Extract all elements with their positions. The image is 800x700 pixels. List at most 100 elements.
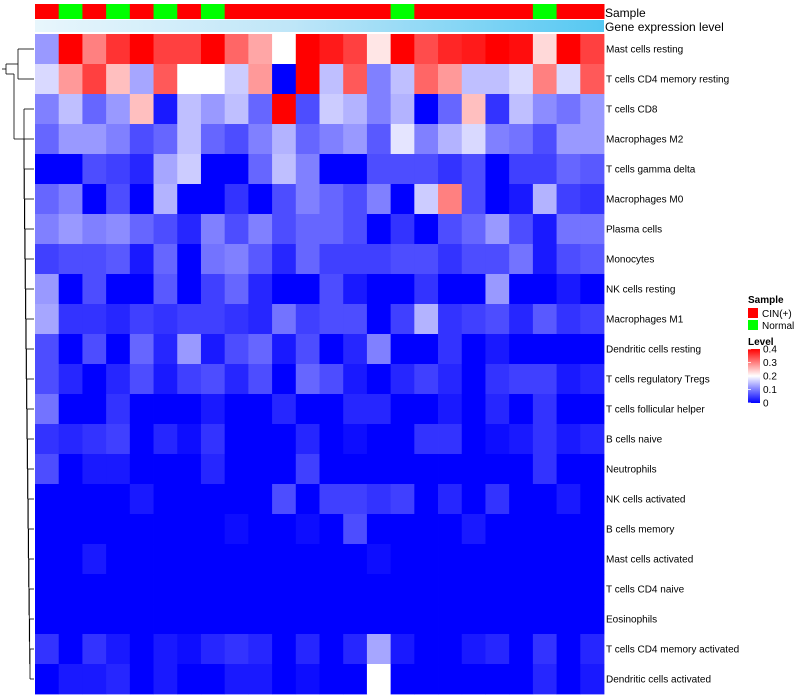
heatmap-cell <box>438 184 463 215</box>
heatmap-cell <box>272 574 297 605</box>
heatmap-cell <box>177 214 202 245</box>
heatmap-cell <box>580 64 605 95</box>
heatmap-cell <box>532 214 557 245</box>
heatmap-cell <box>319 454 344 485</box>
heatmap-cell <box>177 394 202 425</box>
heatmap-cell <box>106 244 131 275</box>
heatmap-cell <box>343 244 368 275</box>
heatmap-cell <box>414 394 439 425</box>
heatmap-cell <box>295 364 320 395</box>
heatmap-cell <box>319 664 344 695</box>
heatmap-cell <box>153 604 178 635</box>
expression-track-label: Gene expression level <box>605 20 724 34</box>
heatmap-cell <box>485 364 510 395</box>
heatmap-cell <box>532 304 557 335</box>
heatmap-cell <box>461 334 486 365</box>
heatmap-cell <box>295 484 320 515</box>
heatmap-cell <box>35 514 60 545</box>
heatmap-cell <box>248 424 273 455</box>
heatmap-cell <box>532 124 557 155</box>
heatmap-cell <box>556 484 581 515</box>
heatmap-cell <box>509 394 534 425</box>
heatmap-cell <box>224 124 249 155</box>
heatmap-cell <box>106 334 131 365</box>
legend-swatch-normal <box>748 320 758 330</box>
heatmap-cell <box>319 484 344 515</box>
heatmap-cell <box>295 514 320 545</box>
heatmap-cell <box>366 34 392 65</box>
heatmap-cell <box>35 94 60 125</box>
heatmap-cell <box>295 94 320 125</box>
legend-tick-label: 0.3 <box>763 358 777 369</box>
heatmap-cell <box>129 544 154 575</box>
sample-track-cell <box>414 4 439 19</box>
heatmap-cell <box>106 544 131 575</box>
heatmap-cell <box>129 124 154 155</box>
sample-track-cell <box>366 4 392 19</box>
heatmap-cell <box>461 304 486 335</box>
heatmap-cell <box>82 64 107 95</box>
heatmap-cell <box>177 484 202 515</box>
row-label: T cells CD4 memory resting <box>606 75 729 86</box>
heatmap-cell <box>35 274 60 305</box>
heatmap-cell <box>556 604 581 635</box>
sample-track-cell <box>390 4 415 19</box>
heatmap-cell <box>129 514 154 545</box>
heatmap-cell <box>509 484 534 515</box>
heatmap-cell <box>224 484 249 515</box>
heatmap-cell <box>129 304 154 335</box>
heatmap-cell <box>319 274 344 305</box>
heatmap-cell <box>390 604 415 635</box>
heatmap-cell <box>461 94 486 125</box>
row-label: T cells regulatory Tregs <box>606 375 710 386</box>
heatmap-cell <box>129 244 154 275</box>
sample-track-cell <box>224 4 249 19</box>
heatmap-cell <box>153 574 178 605</box>
heatmap-cell <box>106 34 131 65</box>
heatmap-cell <box>580 514 605 545</box>
heatmap-cells <box>35 34 605 695</box>
heatmap-cell <box>343 304 368 335</box>
heatmap-cell <box>461 484 486 515</box>
heatmap-cell <box>319 184 344 215</box>
heatmap-cell <box>177 574 202 605</box>
heatmap-cell <box>272 304 297 335</box>
heatmap-cell <box>177 94 202 125</box>
heatmap-cell <box>82 604 107 635</box>
heatmap-cell <box>272 274 297 305</box>
heatmap-cell <box>35 484 60 515</box>
heatmap-cell <box>272 334 297 365</box>
heatmap-cell <box>224 214 249 245</box>
heatmap-cell <box>153 304 178 335</box>
row-label: Neutrophils <box>606 465 657 476</box>
heatmap-cell <box>343 514 368 545</box>
row-label: B cells memory <box>606 525 674 536</box>
heatmap-cell <box>532 544 557 575</box>
heatmap-cell <box>82 124 107 155</box>
heatmap-cell <box>153 214 178 245</box>
heatmap-cell <box>580 334 605 365</box>
heatmap-cell <box>461 424 486 455</box>
sample-track-cell <box>35 4 60 19</box>
heatmap-cell <box>58 94 83 125</box>
heatmap-cell <box>106 484 131 515</box>
heatmap-cell <box>319 34 344 65</box>
heatmap-cell <box>248 634 273 665</box>
heatmap-cell <box>485 244 510 275</box>
heatmap-cell <box>129 364 154 395</box>
heatmap-cell <box>224 394 249 425</box>
heatmap-cell <box>35 124 60 155</box>
heatmap-cell <box>35 244 60 275</box>
heatmap-cell <box>35 424 60 455</box>
heatmap-cell <box>366 454 392 485</box>
heatmap-cell <box>129 454 154 485</box>
heatmap-cell <box>82 334 107 365</box>
heatmap-cell <box>390 574 415 605</box>
heatmap-cell <box>153 274 178 305</box>
heatmap-cell <box>82 184 107 215</box>
heatmap-cell <box>58 394 83 425</box>
heatmap-cell <box>485 424 510 455</box>
heatmap-cell <box>509 274 534 305</box>
sample-track-cell <box>461 4 486 19</box>
